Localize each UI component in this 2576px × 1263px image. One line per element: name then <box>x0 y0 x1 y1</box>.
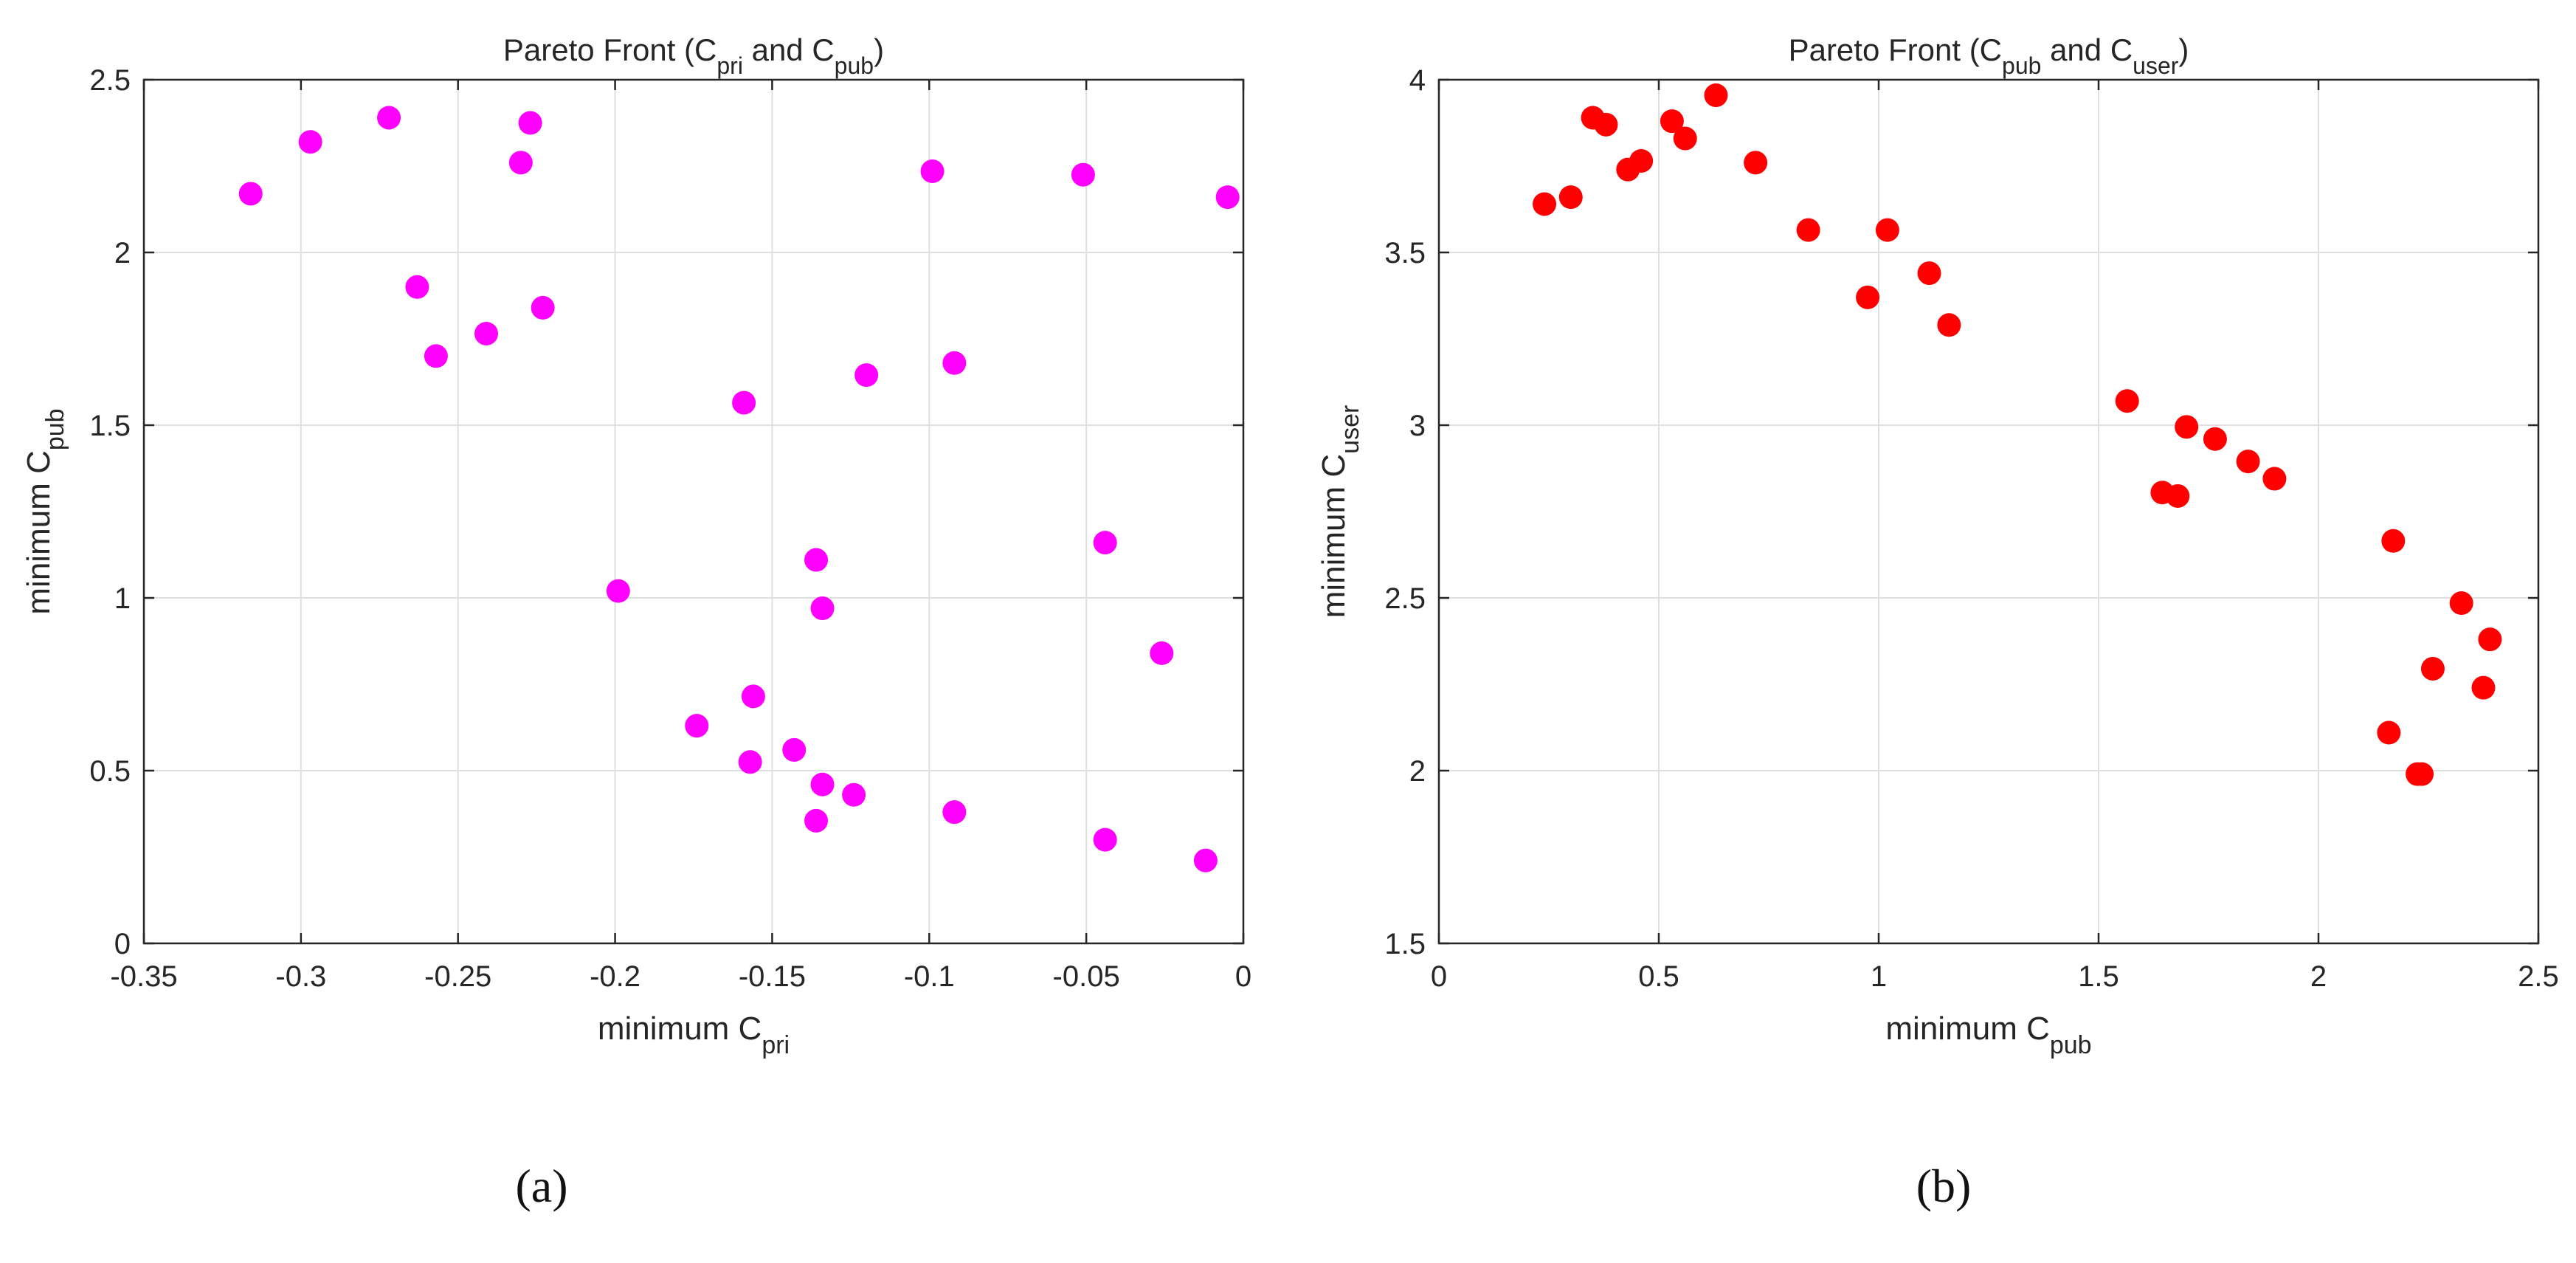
data-point <box>1704 83 1728 108</box>
data-point <box>2175 415 2199 439</box>
data-point <box>1629 148 1654 173</box>
y-tick-label: 3 <box>1409 410 1426 442</box>
chart-b-pareto-cpub-cuser: 0 0.5 1 1.5 2 2.5 1.5 2 2.5 3 3.5 4 Pareto Front (Cp… <box>1316 32 2559 1059</box>
data-point <box>377 106 401 130</box>
data-point <box>842 782 866 807</box>
data-point <box>1796 218 1820 242</box>
data-point <box>298 130 322 154</box>
data-point <box>1533 192 1557 216</box>
data-point <box>1917 261 1941 286</box>
x-axis-label: minimum Cpri <box>598 1011 790 1059</box>
data-point <box>1093 531 1117 555</box>
x-tick-label: -0.35 <box>110 960 177 993</box>
data-point <box>2449 591 2473 616</box>
panel-caption-a: (a) <box>515 1160 568 1212</box>
data-point <box>741 684 765 709</box>
y-tick-label: 1.5 <box>89 410 131 442</box>
panel-caption-b: (b) <box>1916 1160 1972 1212</box>
data-point <box>942 351 967 375</box>
data-point <box>508 151 533 175</box>
y-tick-label: 1.5 <box>1384 928 1426 960</box>
data-point <box>1875 218 1899 242</box>
x-tick-label: -0.3 <box>275 960 326 993</box>
data-point <box>531 295 555 320</box>
data-point <box>1558 185 1583 210</box>
x-tick-label: 0 <box>1431 960 1447 993</box>
data-point <box>1193 848 1218 873</box>
data-point <box>1673 126 1697 151</box>
data-point <box>1937 313 1961 337</box>
data-point <box>2410 762 2434 786</box>
x-tick-label: -0.1 <box>904 960 955 993</box>
y-tick-label: 2 <box>114 237 131 269</box>
x-tick-label: -0.2 <box>590 960 640 993</box>
data-point <box>2377 720 2401 745</box>
data-point <box>854 363 879 388</box>
data-point <box>1215 185 1240 210</box>
data-point <box>1660 109 1684 134</box>
data-point <box>2262 467 2287 491</box>
x-tick-label: -0.25 <box>424 960 491 993</box>
data-point <box>1594 112 1618 137</box>
data-point <box>2115 389 2139 413</box>
data-point <box>732 390 756 415</box>
data-point <box>2381 529 2406 553</box>
data-point <box>685 714 709 738</box>
data-point <box>606 579 630 603</box>
data-point <box>1071 162 1095 187</box>
data-point <box>2236 450 2260 474</box>
x-tick-label: -0.05 <box>1053 960 1120 993</box>
data-point <box>920 159 945 184</box>
data-point <box>810 772 835 796</box>
data-point <box>405 275 429 299</box>
data-point <box>2478 627 2502 652</box>
data-point <box>2471 675 2496 700</box>
x-tick-label: 2.5 <box>2518 960 2559 993</box>
chart-title: Pareto Front (Cpri and Cpub) <box>503 32 884 79</box>
data-point <box>1150 641 1174 665</box>
data-point <box>2203 427 2227 451</box>
y-tick-label: 2.5 <box>89 64 131 97</box>
x-axis-label: minimum Cpub <box>1885 1011 2091 1059</box>
plot-area-frame <box>1437 78 2540 945</box>
plot-area-frame <box>142 78 1245 945</box>
data-point <box>942 800 967 825</box>
x-tick-label: -0.15 <box>739 960 806 993</box>
data-point <box>1093 827 1117 852</box>
x-tick-label: 0 <box>1235 960 1251 993</box>
chart-title: Pareto Front (Cpub and Cuser) <box>1789 32 2189 79</box>
x-tick-label: 1 <box>1871 960 1887 993</box>
x-tick-label: 2 <box>2310 960 2327 993</box>
y-tick-label: 0 <box>114 928 131 960</box>
data-point <box>804 548 829 572</box>
data-point <box>2420 656 2445 681</box>
data-point <box>1744 151 1768 175</box>
y-tick-label: 0.5 <box>89 755 131 788</box>
data-point <box>738 750 762 774</box>
data-point <box>1856 285 1880 309</box>
chart-a-pareto-cpri-cpub: -0.35 -0.3 -0.25 -0.2 -0.15 -0.1 -0.05 0 0 0.5 1 1.… <box>21 32 1251 1059</box>
y-tick-label: 3.5 <box>1384 237 1426 269</box>
data-point <box>474 321 499 345</box>
data-point <box>238 182 263 206</box>
x-tick-label: 0.5 <box>1638 960 1679 993</box>
y-axis-label: minimum Cuser <box>1316 405 1364 619</box>
y-axis-label: minimum Cpub <box>21 408 69 614</box>
data-point <box>2166 483 2190 508</box>
y-tick-label: 1 <box>114 582 131 615</box>
data-point <box>810 596 835 621</box>
data-point <box>518 111 542 135</box>
data-point <box>424 344 448 368</box>
y-tick-label: 2 <box>1409 755 1426 788</box>
data-point <box>782 737 807 762</box>
x-tick-label: 1.5 <box>2078 960 2119 993</box>
y-tick-label: 2.5 <box>1384 582 1426 615</box>
data-point <box>804 808 829 833</box>
y-tick-label: 4 <box>1409 64 1426 97</box>
